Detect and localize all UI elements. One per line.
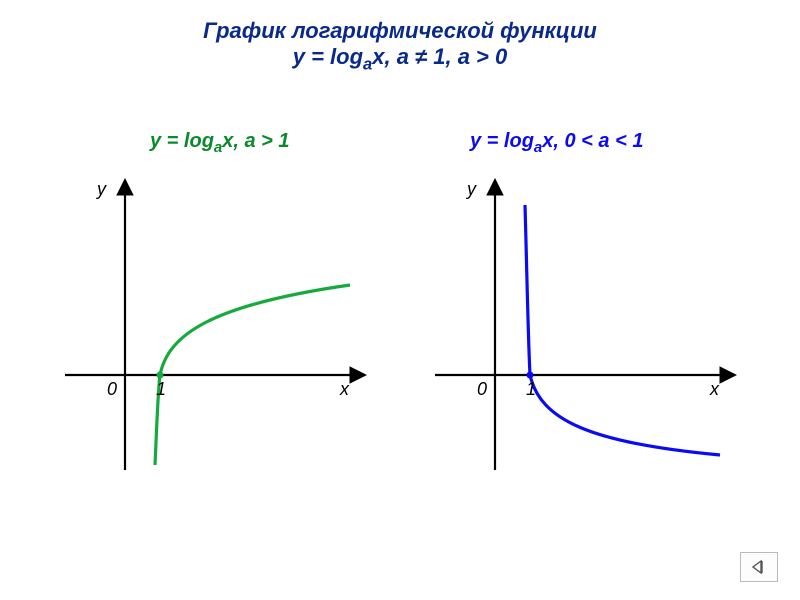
right-plot bbox=[420, 175, 740, 475]
left-label-post: x, a > 1 bbox=[222, 130, 289, 152]
left-y-label: y bbox=[97, 179, 106, 200]
left-label-sub: a bbox=[214, 139, 222, 156]
right-chart-label: y = logax, 0 < a < 1 bbox=[470, 130, 643, 156]
right-curve bbox=[525, 205, 720, 455]
prev-icon bbox=[749, 559, 769, 575]
right-tick-1: 1 bbox=[526, 379, 536, 400]
left-tick-1: 1 bbox=[156, 379, 166, 400]
title-block: График логарифмической функции y = logax… bbox=[0, 18, 800, 74]
right-intercept-dot bbox=[527, 372, 534, 379]
right-label-sub: a bbox=[534, 139, 542, 156]
prev-slide-button[interactable] bbox=[740, 552, 778, 582]
title-line2-sub: a bbox=[363, 55, 372, 73]
title-line2-pre: y = log bbox=[293, 44, 363, 69]
left-chart-label: y = logax, a > 1 bbox=[150, 130, 290, 156]
left-label-pre: y = log bbox=[150, 130, 214, 152]
left-origin-label: 0 bbox=[107, 379, 117, 400]
left-plot bbox=[50, 175, 370, 475]
title-line2: y = logax, a ≠ 1, a > 0 bbox=[0, 44, 800, 74]
right-x-label: x bbox=[710, 379, 719, 400]
right-y-label: y bbox=[467, 179, 476, 200]
left-x-label: x bbox=[340, 379, 349, 400]
right-label-pre: y = log bbox=[470, 130, 534, 152]
title-line2-post: x, a ≠ 1, a > 0 bbox=[372, 44, 507, 69]
right-label-post: x, 0 < a < 1 bbox=[542, 130, 643, 152]
right-origin-label: 0 bbox=[477, 379, 487, 400]
left-intercept-dot bbox=[157, 372, 164, 379]
title-line1: График логарифмической функции bbox=[0, 18, 800, 44]
